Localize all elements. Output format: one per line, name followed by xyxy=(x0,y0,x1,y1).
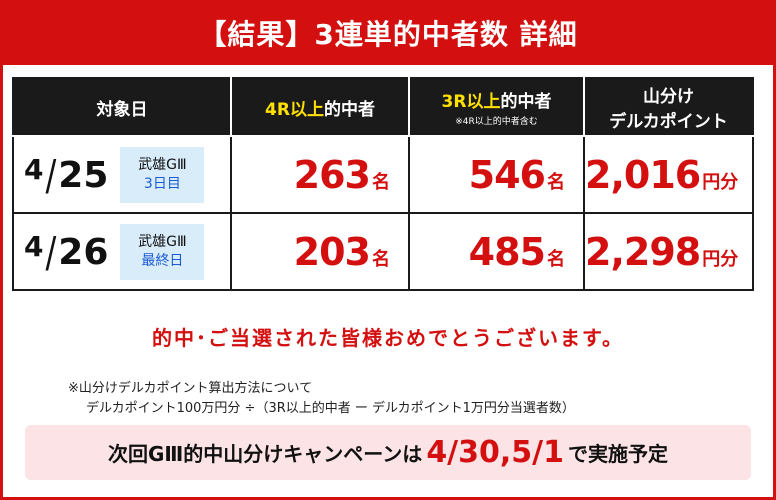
r3-winners-cell: 485 名 xyxy=(408,212,585,291)
r3-count: 546 xyxy=(468,152,546,197)
r4-winners-cell: 203 名 xyxy=(230,212,410,291)
date-month: 4 xyxy=(24,152,44,186)
date-label: 4/26 xyxy=(24,227,109,276)
date-cell: 4/25 武雄GⅢ 3日目 xyxy=(12,135,232,214)
header-3r-note: ※4R以上的中者含む xyxy=(455,117,538,127)
delca-unit: 円分 xyxy=(702,171,739,193)
r4-unit: 名 xyxy=(372,171,390,193)
delca-points-cell: 2,298 円分 xyxy=(583,212,754,291)
delca-unit: 円分 xyxy=(702,248,739,270)
header-4r-label: 的中者 xyxy=(323,99,375,120)
page-title: 【結果】3連単的中者数 詳細 xyxy=(198,17,578,51)
r4-unit: 名 xyxy=(372,248,390,270)
header-4r-highlight: 4R以上 xyxy=(265,99,324,120)
r3-unit: 名 xyxy=(547,171,565,193)
r4-winners-cell: 263 名 xyxy=(230,135,410,214)
date-day: 25 xyxy=(58,154,109,196)
results-table: 対象日 4R以上的中者 3R以上的中者 ※4R以上的中者含む 山分け デルカポイント… xyxy=(12,77,754,291)
campaign-dates: 4/30,5/1 xyxy=(426,435,564,470)
day-label: 3日目 xyxy=(143,175,181,192)
race-badge: 武雄GⅢ 最終日 xyxy=(120,223,205,280)
date-cell: 4/26 武雄GⅢ 最終日 xyxy=(12,212,232,291)
date-slash: / xyxy=(45,226,57,277)
date-day: 26 xyxy=(58,231,109,273)
date-slash: / xyxy=(45,149,57,200)
campaign-suffix: で実施予定 xyxy=(568,442,668,466)
calculation-note-heading: ※山分けデルカポイント算出方法について xyxy=(68,381,313,396)
day-label: 最終日 xyxy=(141,252,184,269)
header-delca: 山分けデルカポイント xyxy=(583,77,754,137)
delca-amount: 2,298 xyxy=(585,229,701,274)
r4-count: 263 xyxy=(293,152,371,197)
delca-points-cell: 2,016 円分 xyxy=(583,135,754,214)
campaign-prefix: 次回GⅢ的中山分けキャンペーンは xyxy=(107,442,423,466)
header-delca-line2: デルカポイント xyxy=(609,112,728,132)
table-row: 4/25 武雄GⅢ 3日目 263 名 546 名 2,016 円分 xyxy=(12,135,754,214)
venue-label: 武雄GⅢ xyxy=(138,156,187,173)
venue-label: 武雄GⅢ xyxy=(138,233,187,250)
table-header-row: 対象日 4R以上的中者 3R以上的中者 ※4R以上的中者含む 山分け デルカポイント xyxy=(12,77,754,137)
race-badge: 武雄GⅢ 3日目 xyxy=(120,146,205,203)
date-month: 4 xyxy=(24,229,44,263)
header-delca-line1: 山分け xyxy=(643,87,694,107)
delca-amount: 2,016 xyxy=(585,152,701,197)
calculation-note-formula: デルカポイント100万円分 ÷（3R以上的中者 ー デルカポイント1万円分当選者… xyxy=(86,401,575,416)
r3-count: 485 xyxy=(468,229,546,274)
table-row: 4/26 武雄GⅢ 最終日 203 名 485 名 2,298 円分 xyxy=(12,212,754,291)
r3-unit: 名 xyxy=(547,248,565,270)
congratulations-message: 的中･ご当選された皆様おめでとうございます。 xyxy=(152,326,624,350)
next-campaign-banner: 次回GⅢ的中山分けキャンペーンは 4/30,5/1 で実施予定 xyxy=(25,425,751,480)
r4-count: 203 xyxy=(293,229,371,274)
header-3r-highlight: 3R以上 xyxy=(441,92,501,112)
header-4r: 4R以上的中者 xyxy=(230,77,410,137)
date-label: 4/25 xyxy=(24,150,109,199)
header-3r: 3R以上的中者 ※4R以上的中者含む xyxy=(408,77,585,137)
header-date: 対象日 xyxy=(12,77,232,137)
r3-winners-cell: 546 名 xyxy=(408,135,585,214)
header-3r-label: 的中者 xyxy=(500,92,552,112)
